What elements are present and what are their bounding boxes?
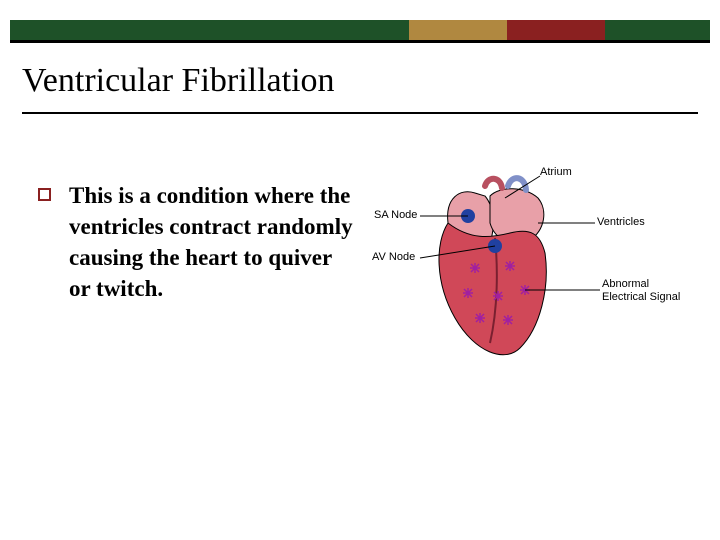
bar-segment xyxy=(507,20,605,40)
bar-segment xyxy=(605,20,710,40)
diagram-label-atrium: Atrium xyxy=(540,166,572,178)
diagram-label-abnormal: Abnormal xyxy=(602,278,649,290)
bar-segment xyxy=(409,20,507,40)
bullet-item: This is a condition where the ventricles… xyxy=(38,180,358,304)
body-content: This is a condition where the ventricles… xyxy=(38,180,358,304)
diagram-label-ventricles: Ventricles xyxy=(597,216,645,228)
bar-underline xyxy=(10,40,710,43)
diagram-label-av-node: AV Node xyxy=(372,251,415,263)
heart-diagram: Atrium SA Node Ventricles AV Node Abnorm… xyxy=(390,168,690,388)
bullet-text: This is a condition where the ventricles… xyxy=(69,180,358,304)
bar-segment xyxy=(10,20,409,40)
diagram-label-sa-node: SA Node xyxy=(374,209,417,221)
diagram-label-electrical: Electrical Signal xyxy=(602,291,680,303)
slide-title: Ventricular Fibrillation xyxy=(22,62,335,100)
title-underline xyxy=(22,112,698,114)
bullet-square-icon xyxy=(38,188,51,201)
top-accent-bar xyxy=(10,20,710,44)
